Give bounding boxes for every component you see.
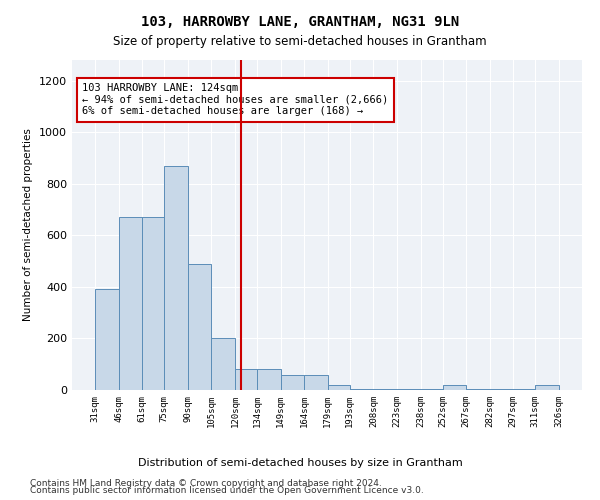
Text: 103 HARROWBY LANE: 124sqm
← 94% of semi-detached houses are smaller (2,666)
6% o: 103 HARROWBY LANE: 124sqm ← 94% of semi-… [82,83,388,116]
Bar [513,388,535,390]
Bar [304,374,328,390]
Bar [95,290,119,390]
Bar [421,388,443,390]
Text: Contains HM Land Registry data © Crown copyright and database right 2024.: Contains HM Land Registry data © Crown c… [30,478,382,488]
Bar [490,388,513,390]
Bar [397,388,421,390]
Bar [142,218,164,390]
Bar [535,385,559,390]
Text: Size of property relative to semi-detached houses in Grantham: Size of property relative to semi-detach… [113,35,487,48]
Text: Contains public sector information licensed under the Open Government Licence v3: Contains public sector information licen… [30,486,424,495]
Y-axis label: Number of semi-detached properties: Number of semi-detached properties [23,128,34,322]
Bar [328,385,350,390]
Text: 103, HARROWBY LANE, GRANTHAM, NG31 9LN: 103, HARROWBY LANE, GRANTHAM, NG31 9LN [141,15,459,29]
Bar [466,388,490,390]
Bar [235,370,257,390]
Bar [350,388,373,390]
Bar [211,338,235,390]
Bar [257,370,281,390]
Text: Distribution of semi-detached houses by size in Grantham: Distribution of semi-detached houses by … [137,458,463,468]
Bar [373,388,397,390]
Bar [164,166,188,390]
Bar [443,385,466,390]
Bar [281,374,304,390]
Bar [119,218,142,390]
Bar [188,264,211,390]
